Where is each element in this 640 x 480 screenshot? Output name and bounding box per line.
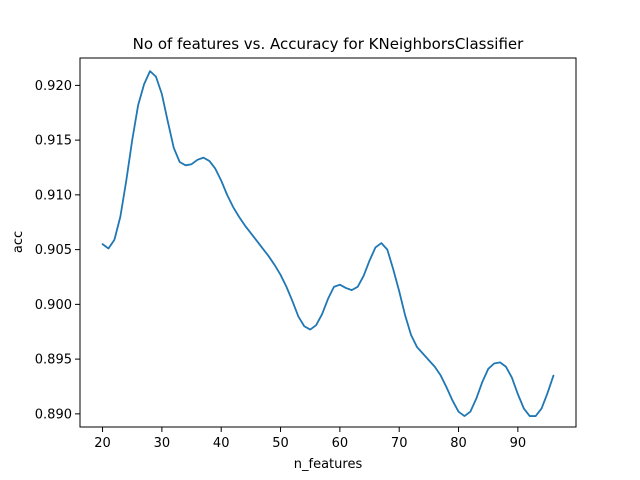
x-tick-label: 40	[213, 436, 230, 451]
x-tick-label: 90	[510, 436, 527, 451]
y-tick-label: 0.895	[35, 353, 72, 368]
chart-title: No of features vs. Accuracy for KNeighbo…	[133, 35, 524, 53]
x-tick-label: 50	[272, 436, 289, 451]
x-tick-label: 20	[94, 436, 111, 451]
y-tick-label: 0.900	[35, 298, 72, 313]
y-axis-ticks: 0.890 0.895 0.900 0.905 0.910 0.915 0.920	[35, 79, 80, 422]
series-line-accuracy	[101, 70, 555, 417]
y-tick-label: 0.905	[35, 243, 72, 258]
y-tick-label: 0.890	[35, 407, 72, 422]
y-tick-label: 0.915	[35, 134, 72, 149]
y-tick-label: 0.910	[35, 188, 72, 203]
x-tick-label: 70	[391, 436, 408, 451]
x-tick-label: 60	[332, 436, 349, 451]
x-tick-label: 30	[154, 436, 171, 451]
x-tick-label: 80	[450, 436, 467, 451]
x-axis-ticks: 20 30 40 50 60 70 80 90	[94, 427, 526, 451]
y-axis-label: acc	[11, 231, 26, 253]
plot-area	[80, 58, 576, 427]
x-axis-label: n_features	[294, 457, 363, 472]
y-tick-label: 0.920	[35, 79, 72, 94]
plot-frame	[79, 57, 577, 428]
